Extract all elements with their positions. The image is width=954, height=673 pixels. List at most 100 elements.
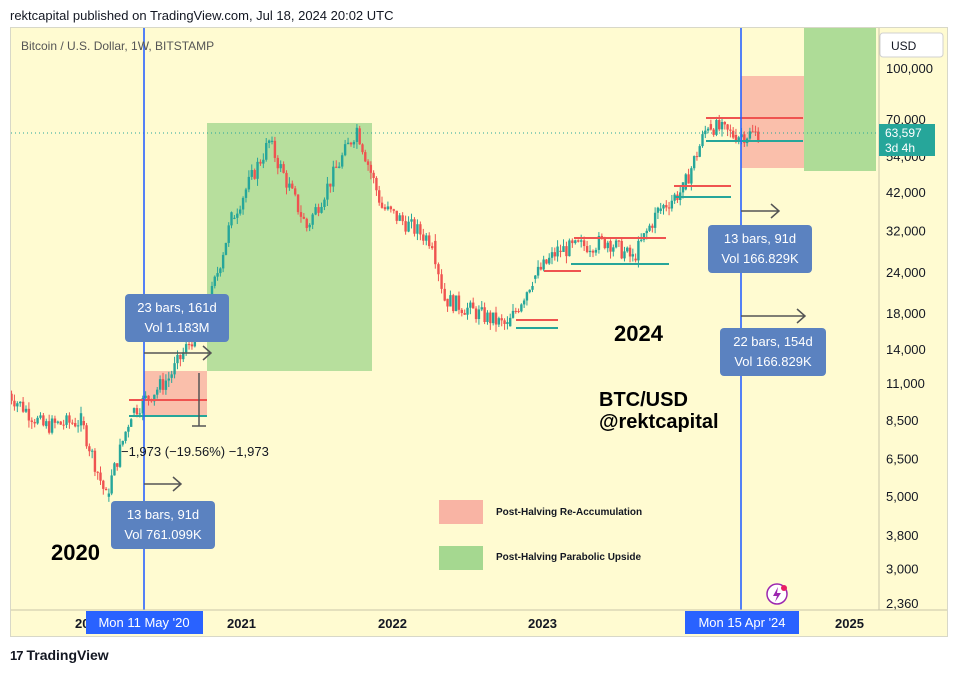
support-resistance-lines [129,117,803,417]
candle-body-12 [45,421,48,427]
candle-body-251 [729,129,732,131]
halving-label-2020-bg [86,611,203,634]
footer-brand[interactable]: 17 TradingView [10,647,109,663]
duration-badge-3: 13 bars, 91d Vol 166.829K [708,225,812,273]
candle-body-130 [383,207,387,210]
candle-body-223 [651,225,654,228]
candle-body-174 [511,310,515,318]
candle-body-57 [173,363,176,375]
candle-body-44 [135,408,139,415]
candle-body-29 [93,450,97,472]
candle-body-149 [440,274,443,289]
badge-3-line2: Vol 166.829K [721,251,799,266]
candle-body-129 [380,202,384,208]
candle-body-52 [158,379,162,390]
candle-body-10 [39,415,42,418]
candle-body-45 [138,413,142,415]
candle-body-141 [416,224,419,234]
candle-body-195 [571,240,574,244]
candle-body-27 [88,446,91,452]
candle-body-42 [129,419,133,427]
candle-body-152 [449,295,452,307]
candle-body-215 [628,247,632,257]
candle-body-156 [460,309,464,313]
time-axis[interactable]: 20 2021 2022 2023 2025 Mon 11 May '20 Mo… [11,609,947,636]
candle-body-256 [743,134,746,144]
legend-swatch-parabolic [439,546,483,570]
candle-body-171 [503,320,506,324]
candle-body-224 [653,212,657,228]
candle-body-154 [454,295,458,312]
currency-button[interactable]: USD [879,32,944,58]
candle-body-41 [127,426,130,432]
candle-body-99 [293,188,297,195]
price-tick-13: 3,000 [886,562,919,577]
candle-body-121 [358,128,361,145]
candle-body-260 [754,131,757,133]
price-tick-3: 42,000 [886,185,926,200]
candle-body-125 [369,164,373,173]
candle-body-72 [216,273,219,277]
lightning-icon[interactable] [766,583,788,605]
candle-body-35 [110,475,113,494]
candle-body-140 [413,219,416,234]
candle-body-151 [446,298,449,307]
candle-body-148 [437,264,440,275]
watermark-pair: BTC/USD [599,389,688,411]
candle-body-82 [244,189,248,198]
candle-body-226 [659,208,662,211]
candle-body-246 [715,120,718,135]
candle-body-28 [90,450,94,452]
candle-body-194 [568,240,571,257]
candle-body-22 [74,423,77,427]
legend-label-reaccumulation: Post-Halving Re-Accumulation [496,507,642,518]
candle-body-214 [626,247,629,252]
candle-body-39 [121,440,125,445]
footer-brand-label: TradingView [26,647,109,663]
candle-body-242 [704,130,707,135]
candle-body-220 [642,233,646,240]
candle-body-170 [500,318,503,321]
candle-body-18 [62,424,65,426]
candle-body-37 [116,463,119,467]
watermark-author: @rektcapital [599,411,719,433]
candle-body-172 [506,322,509,324]
price-tick-10: 6,500 [886,451,919,466]
price-chart[interactable]: 23 bars, 161d Vol 1.183M 13 bars, 91d Vo… [10,27,948,637]
publish-header: rektcapital published on TradingView.com… [10,8,394,23]
candle-body-182 [534,275,537,279]
candle-body-7 [30,420,33,422]
candle-body-38 [118,444,122,467]
candle-body-13 [47,421,51,433]
badge-1-line1: 23 bars, 161d [137,300,217,315]
candle-body-227 [662,205,665,209]
duration-arrows [144,203,807,492]
legend: Post-Halving Re-Accumulation Post-Halvin… [439,500,642,570]
price-axis[interactable]: 100,00070,00054,00042,00032,00024,00018,… [878,28,947,611]
candle-body-100 [296,194,300,213]
price-tick-4: 32,000 [886,224,926,239]
svg-text:USD: USD [891,39,917,53]
candle-body-147 [434,240,437,265]
candle-body-103 [305,218,308,228]
symbol-label: Bitcoin / U.S. Dollar, 1W, BITSTAMP [21,39,214,53]
price-tick-12: 3,800 [886,528,919,543]
candle-body-167 [491,312,495,324]
candle-body-83 [247,176,251,190]
candle-body-181 [531,285,534,290]
badge-2-line2: Vol 761.099K [124,527,202,542]
candle-body-134 [395,210,398,221]
candle-body-253 [734,134,738,142]
candle-body-110 [326,183,329,200]
candle-body-239 [695,156,699,158]
candle-body-201 [588,250,592,253]
candle-body-175 [514,310,517,312]
candle-body-50 [153,394,156,402]
candle-body-145 [428,235,431,247]
candle-body-237 [690,168,693,184]
candle-body-96 [285,172,288,188]
candle-body-197 [577,240,580,242]
candle-body-240 [698,146,701,157]
candle-body-2 [16,403,19,407]
candle-body-218 [637,240,640,261]
